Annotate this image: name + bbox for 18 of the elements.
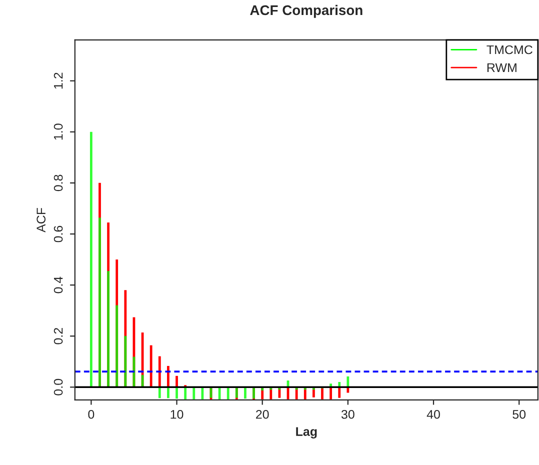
x-tick-label: 10	[170, 410, 184, 419]
x-tick-label: 20	[256, 410, 269, 419]
y-tick-label: 1.2	[54, 72, 63, 89]
y-tick-label: 0.4	[54, 276, 63, 294]
y-tick-label: 0.2	[54, 328, 63, 344]
legend-label: TMCMC	[486, 45, 532, 54]
x-tick-label: 0	[88, 410, 94, 419]
x-tick-label: 40	[426, 410, 440, 419]
legend-label: RWM	[487, 63, 516, 72]
x-axis-title: Lag	[296, 427, 317, 438]
y-axis-title: ACF	[36, 208, 46, 232]
chart-title: ACF Comparison	[250, 4, 362, 18]
y-tick-label: 0.6	[54, 226, 63, 242]
y-tick-label: 0.8	[54, 174, 63, 192]
y-tick-label: 0.0	[54, 378, 63, 396]
y-tick-label: 1.0	[54, 124, 63, 140]
x-tick-label: 30	[341, 410, 354, 419]
x-tick-label: 50	[512, 410, 526, 419]
